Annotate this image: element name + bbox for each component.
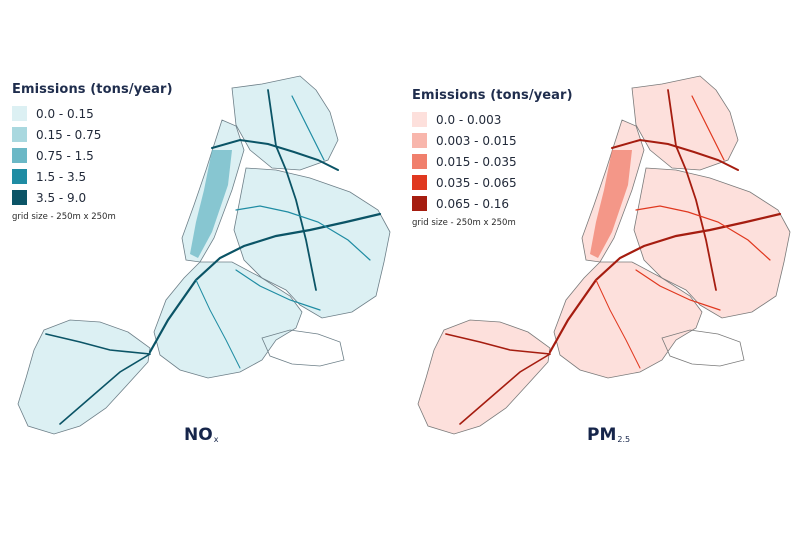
highway-major <box>548 212 782 354</box>
dense-core-group <box>590 150 632 258</box>
legend-item: 0.0 - 0.15 <box>12 103 173 124</box>
jamaica-bay-outline <box>261 329 345 367</box>
staten-island-outline <box>417 319 551 435</box>
highway-major <box>211 138 339 171</box>
jamaica-bay-outline <box>661 329 745 367</box>
legend-swatch <box>12 127 27 142</box>
legend-label: 0.0 - 0.003 <box>436 112 502 127</box>
nox-emissions-map <box>17 75 391 435</box>
highway-minor <box>595 279 641 369</box>
legend-label: 0.003 - 0.015 <box>436 133 517 148</box>
highway-minor <box>291 95 325 161</box>
pm25-pollutant-label: PM2.5 <box>587 425 630 445</box>
legend-label: 0.065 - 0.16 <box>436 196 510 211</box>
legend-swatch <box>412 133 427 148</box>
highway-major <box>45 333 151 355</box>
highway-minor <box>235 205 371 261</box>
legend-item: 0.0 - 0.003 <box>412 109 573 130</box>
legend-swatch <box>412 196 427 211</box>
borough-outline-group <box>17 75 391 435</box>
legend-swatch <box>412 175 427 190</box>
legend-swatch <box>12 169 27 184</box>
legend-label: 0.75 - 1.5 <box>36 148 94 163</box>
grid-size-note: grid size - 250m x 250m <box>412 218 516 228</box>
highway-major <box>59 353 151 425</box>
pollutant-subscript: 2.5 <box>617 435 631 444</box>
legend-swatch <box>412 112 427 127</box>
highway-network <box>445 89 782 425</box>
staten-island-area <box>418 320 550 434</box>
legend-label: 0.035 - 0.065 <box>436 175 517 190</box>
manhattan-dense-core <box>190 150 232 258</box>
highway-minor <box>235 269 321 311</box>
manhattan-dense-core <box>590 150 632 258</box>
pollutant-subscript: x <box>213 435 219 444</box>
borough-outline-group <box>417 75 791 435</box>
legend-title: Emissions (tons/year) <box>412 88 573 103</box>
brooklyn-outline <box>553 261 703 379</box>
queens-outline <box>633 167 791 319</box>
queens-area <box>634 168 790 318</box>
staten-island-area <box>18 320 150 434</box>
legend-item: 0.003 - 0.015 <box>412 130 573 151</box>
pollutant-main: PM <box>587 425 617 445</box>
brooklyn-outline <box>153 261 303 379</box>
legend-label: 0.15 - 0.75 <box>36 127 102 142</box>
nox-legend: Emissions (tons/year) 0.0 - 0.15 0.15 - … <box>12 82 173 222</box>
borough-fill-group <box>418 76 790 434</box>
bronx-area <box>232 76 338 170</box>
pm25-emissions-map <box>417 75 791 435</box>
highway-network <box>45 89 382 425</box>
highway-major <box>267 89 317 291</box>
dense-core-group <box>190 150 232 258</box>
legend-item: 1.5 - 3.5 <box>12 166 173 187</box>
pollutant-main: NO <box>184 425 213 445</box>
brooklyn-area <box>554 262 702 378</box>
legend-label: 3.5 - 9.0 <box>36 190 87 205</box>
legend-item: 0.035 - 0.065 <box>412 172 573 193</box>
queens-area <box>234 168 390 318</box>
legend-item: 0.15 - 0.75 <box>12 124 173 145</box>
brooklyn-area <box>154 262 302 378</box>
highway-major <box>445 333 551 355</box>
legend-title: Emissions (tons/year) <box>12 82 173 97</box>
legend-swatch <box>12 148 27 163</box>
nox-map-panel: Emissions (tons/year) 0.0 - 0.15 0.15 - … <box>12 75 391 445</box>
bronx-area <box>632 76 738 170</box>
highway-minor <box>691 95 725 161</box>
highway-minor <box>635 205 771 261</box>
legend-label: 0.0 - 0.15 <box>36 106 94 121</box>
highway-major <box>667 89 717 291</box>
legend-swatch <box>12 190 27 205</box>
bronx-outline <box>231 75 339 171</box>
legend-label: 0.015 - 0.035 <box>436 154 517 169</box>
legend-item: 3.5 - 9.0 <box>12 187 173 208</box>
highway-major <box>148 212 382 354</box>
pm25-legend: Emissions (tons/year) 0.0 - 0.003 0.003 … <box>412 88 573 228</box>
legend-label: 1.5 - 3.5 <box>36 169 87 184</box>
bronx-outline <box>631 75 739 171</box>
legend-item: 0.065 - 0.16 <box>412 193 573 214</box>
queens-outline <box>233 167 391 319</box>
pm25-map-panel: Emissions (tons/year) 0.0 - 0.003 0.003 … <box>400 0 800 533</box>
legend-item: 0.75 - 1.5 <box>12 145 173 166</box>
highway-major <box>611 138 739 171</box>
nox-pollutant-label: NOx <box>184 425 218 445</box>
highway-minor <box>195 279 241 369</box>
legend-swatch <box>412 154 427 169</box>
grid-size-note: grid size - 250m x 250m <box>12 212 116 222</box>
staten-island-outline <box>17 319 151 435</box>
highway-minor <box>635 269 721 311</box>
legend-swatch <box>12 106 27 121</box>
highway-major <box>459 353 551 425</box>
legend-item: 0.015 - 0.035 <box>412 151 573 172</box>
